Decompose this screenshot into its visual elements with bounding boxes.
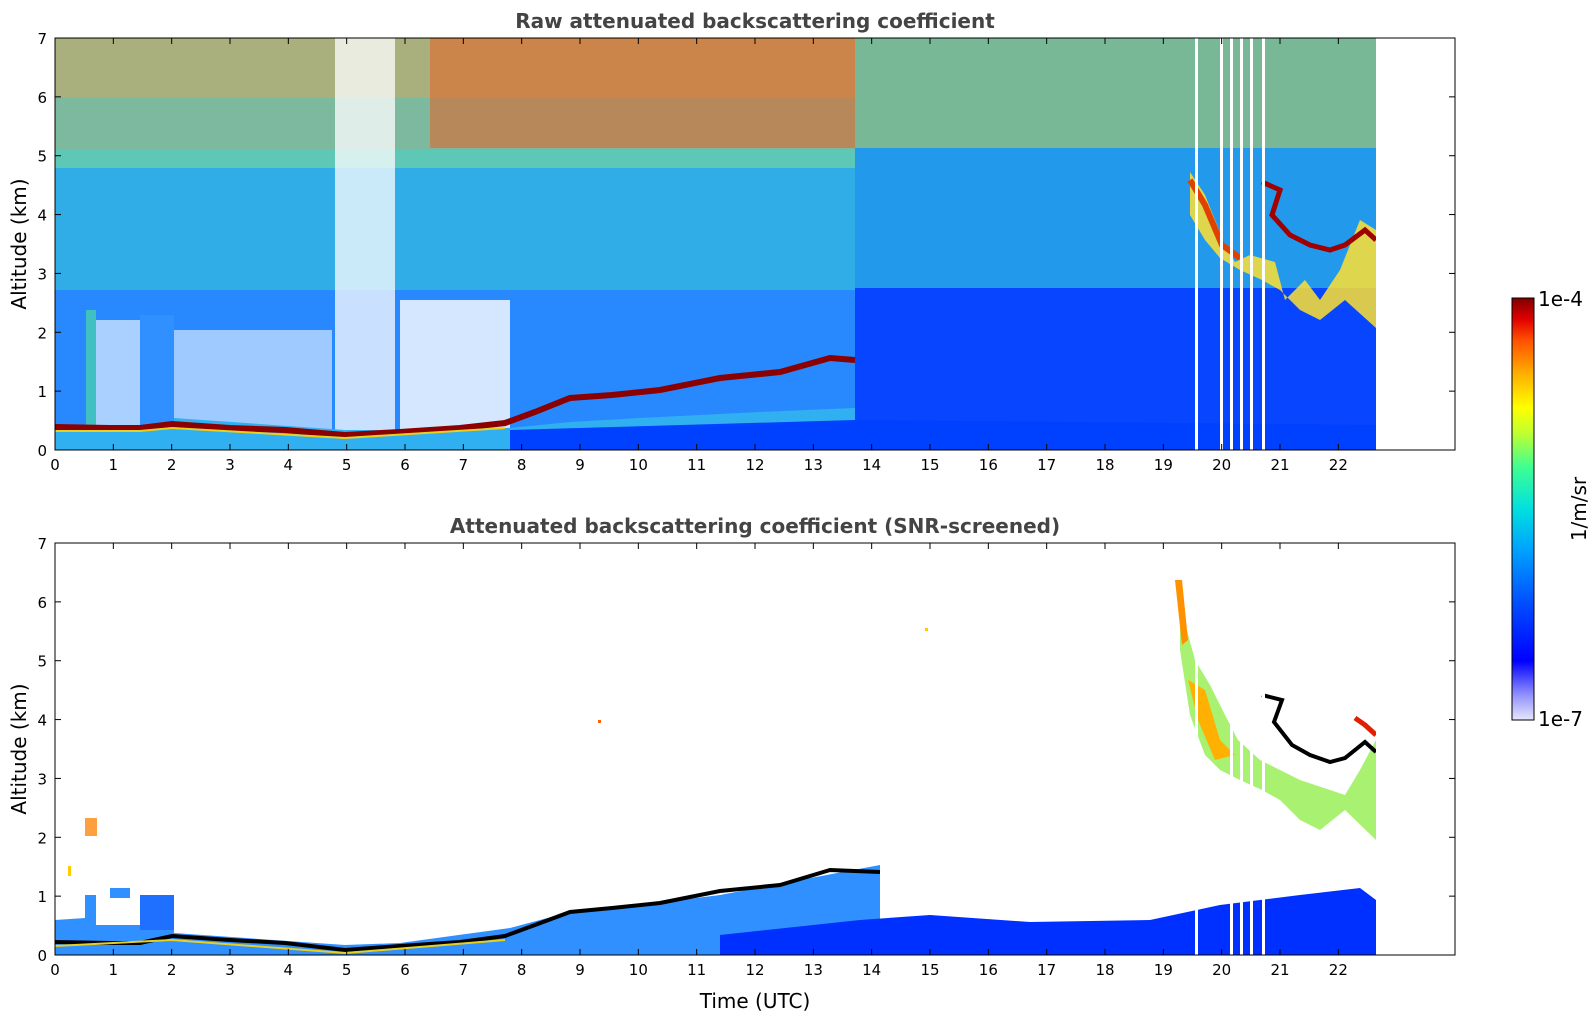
x-tick-label: 12 [745,961,764,979]
raw-backscatter-panel: Raw attenuated backscattering coefficien… [7,9,1456,474]
x-tick-label: 22 [1329,961,1348,979]
x-tick-label: 16 [979,456,998,474]
y-tick-label: 5 [37,148,47,166]
y-tick-label: 3 [37,265,47,283]
colorbar-gradient [1511,297,1535,721]
y-tick-label: 1 [37,383,47,401]
x-tick-label: 16 [979,961,998,979]
x-axis-label: Time (UTC) [699,989,811,1013]
y-tick-label: 1 [37,888,47,906]
x-tick-label: 6 [400,456,410,474]
x-tick-label: 13 [804,961,823,979]
y-tick-label: 4 [37,207,47,225]
x-tick-label: 11 [687,961,706,979]
x-tick-label: 15 [920,961,939,979]
x-tick-label: 13 [804,456,823,474]
x-tick-label: 0 [50,961,60,979]
x-tick-label: 6 [400,961,410,979]
x-tick-label: 12 [745,456,764,474]
y-tick-label: 7 [37,30,47,48]
snr-y-axis-label: Altitude (km) [7,683,31,814]
y-tick-label: 2 [37,829,47,847]
x-tick-label: 17 [1037,961,1056,979]
snr-screened-panel: Attenuated backscattering coefficient (S… [7,514,1456,1013]
x-tick-label: 2 [167,456,177,474]
y-tick-label: 4 [37,712,47,730]
colorbar-min-label: 1e-7 [1538,707,1583,731]
snr-panel-title: Attenuated backscattering coefficient (S… [450,514,1060,538]
x-tick-label: 0 [50,456,60,474]
x-tick-label: 11 [687,456,706,474]
x-tick-label: 18 [1095,456,1114,474]
x-tick-label: 14 [862,456,881,474]
raw-panel-title: Raw attenuated backscattering coefficien… [515,9,995,33]
colorbar: 1e-4 1e-7 1/m/sr [1511,287,1591,731]
x-tick-label: 8 [517,961,527,979]
y-tick-label: 0 [37,442,47,460]
x-tick-label: 20 [1212,961,1231,979]
x-tick-label: 9 [575,456,585,474]
snr-axes: 0 1 2 3 4 5 6 7 8 9 10 11 12 13 14 15 16 17 18 19 20 21 220123… [37,535,1455,979]
x-tick-label: 17 [1037,456,1056,474]
raw-axes: 0 1 2 3 4 5 6 7 8 9 10 11 12 13 14 15 16 17 18 19 20 21 220123… [37,30,1455,474]
colorbar-max-label: 1e-4 [1538,287,1583,311]
x-tick-label: 4 [284,456,294,474]
y-tick-label: 6 [37,89,47,107]
snr-heatmap [55,543,1455,955]
x-tick-label: 9 [575,961,585,979]
x-tick-label: 21 [1270,961,1289,979]
x-tick-label: 19 [1154,456,1173,474]
x-tick-label: 1 [109,961,119,979]
x-tick-label: 10 [629,961,648,979]
raw-heatmap [55,38,1455,450]
x-tick-label: 15 [920,456,939,474]
y-tick-label: 5 [37,653,47,671]
x-tick-label: 7 [459,961,469,979]
x-tick-label: 21 [1270,456,1289,474]
x-tick-label: 8 [517,456,527,474]
x-tick-label: 10 [629,456,648,474]
x-tick-label: 1 [109,456,119,474]
x-tick-label: 5 [342,456,352,474]
y-tick-label: 2 [37,324,47,342]
x-tick-label: 20 [1212,456,1231,474]
x-tick-label: 2 [167,961,177,979]
y-tick-label: 0 [37,947,47,965]
x-tick-label: 19 [1154,961,1173,979]
x-tick-label: 3 [225,456,235,474]
x-tick-label: 5 [342,961,352,979]
x-tick-label: 14 [862,961,881,979]
y-tick-label: 3 [37,770,47,788]
x-tick-label: 7 [459,456,469,474]
x-tick-label: 3 [225,961,235,979]
colorbar-unit-label: 1/m/sr [1567,476,1591,541]
x-tick-label: 4 [284,961,294,979]
x-tick-label: 18 [1095,961,1114,979]
raw-y-axis-label: Altitude (km) [7,178,31,309]
y-tick-label: 6 [37,594,47,612]
y-tick-label: 7 [37,535,47,553]
x-tick-label: 22 [1329,456,1348,474]
